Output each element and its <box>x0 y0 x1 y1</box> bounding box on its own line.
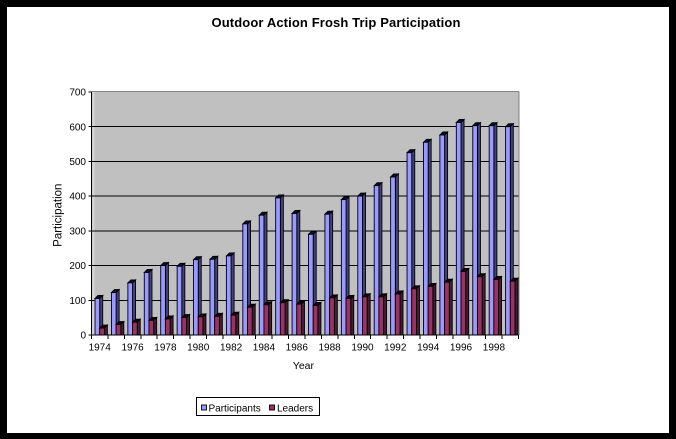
svg-text:1992: 1992 <box>384 343 407 354</box>
svg-text:500: 500 <box>69 157 86 168</box>
svg-text:Participants: Participants <box>209 404 261 415</box>
svg-text:700: 700 <box>69 88 86 99</box>
svg-text:1996: 1996 <box>450 343 473 354</box>
svg-text:1984: 1984 <box>253 343 276 354</box>
svg-text:Participation: Participation <box>53 184 65 247</box>
svg-text:1974: 1974 <box>89 343 112 354</box>
svg-text:1994: 1994 <box>417 343 440 354</box>
svg-text:Leaders: Leaders <box>277 404 313 415</box>
svg-text:600: 600 <box>69 122 86 133</box>
svg-text:1988: 1988 <box>318 343 341 354</box>
svg-text:1978: 1978 <box>154 343 177 354</box>
svg-text:1982: 1982 <box>220 343 243 354</box>
svg-text:0: 0 <box>80 331 86 342</box>
svg-text:1998: 1998 <box>483 343 506 354</box>
svg-text:1986: 1986 <box>286 343 309 354</box>
svg-text:300: 300 <box>69 227 86 238</box>
svg-text:Outdoor Action Frosh Trip Part: Outdoor Action Frosh Trip Participation <box>211 15 460 30</box>
svg-text:200: 200 <box>69 261 86 272</box>
svg-text:1980: 1980 <box>187 343 210 354</box>
svg-text:100: 100 <box>69 296 86 307</box>
svg-text:1990: 1990 <box>351 343 374 354</box>
svg-text:Year: Year <box>293 360 315 372</box>
svg-text:1976: 1976 <box>121 343 144 354</box>
svg-text:400: 400 <box>69 192 86 203</box>
